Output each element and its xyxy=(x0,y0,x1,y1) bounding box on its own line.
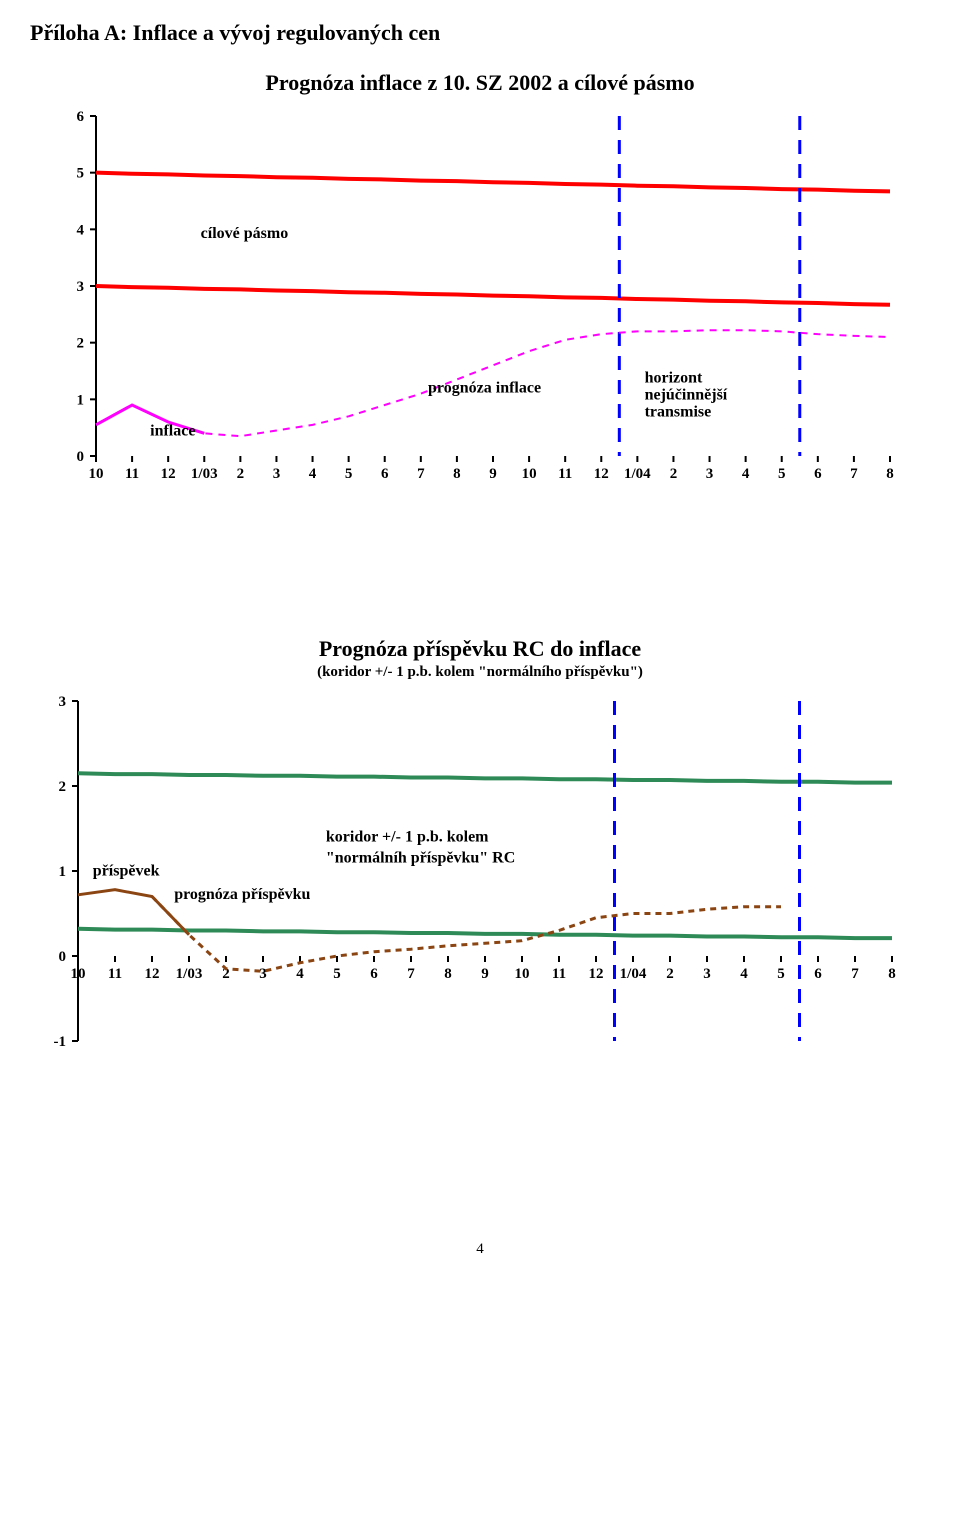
svg-text:11: 11 xyxy=(558,466,572,482)
svg-text:5: 5 xyxy=(333,966,341,982)
svg-text:0: 0 xyxy=(59,949,67,965)
svg-text:12: 12 xyxy=(589,966,604,982)
svg-text:3: 3 xyxy=(706,466,714,482)
svg-text:5: 5 xyxy=(777,966,785,982)
svg-text:3: 3 xyxy=(59,694,67,710)
svg-text:příspěvek: příspěvek xyxy=(93,862,160,879)
svg-text:6: 6 xyxy=(814,966,822,982)
svg-text:koridor +/- 1 p.b. kolem: koridor +/- 1 p.b. kolem xyxy=(326,828,489,845)
svg-text:2: 2 xyxy=(77,336,85,352)
svg-text:7: 7 xyxy=(851,966,859,982)
svg-text:4: 4 xyxy=(296,966,304,982)
page-number: 4 xyxy=(30,1241,930,1258)
svg-text:6: 6 xyxy=(77,109,85,125)
svg-text:2: 2 xyxy=(666,966,674,982)
svg-text:3: 3 xyxy=(273,466,281,482)
svg-text:3: 3 xyxy=(259,966,267,982)
svg-text:12: 12 xyxy=(145,966,160,982)
svg-text:3: 3 xyxy=(77,279,85,295)
svg-text:-1: -1 xyxy=(54,1034,67,1050)
svg-text:1: 1 xyxy=(77,392,85,408)
svg-text:8: 8 xyxy=(444,966,452,982)
svg-text:10: 10 xyxy=(515,966,530,982)
chart-1: Prognóza inflace z 10. SZ 2002 a cílové … xyxy=(30,70,930,516)
chart-2-title: Prognóza příspěvku RC do inflace xyxy=(30,636,930,662)
chart-1-svg: 01234561011121/03234567891011121/0423456… xyxy=(30,96,910,516)
svg-text:cílové pásmo: cílové pásmo xyxy=(201,225,289,242)
svg-text:5: 5 xyxy=(77,166,85,182)
svg-text:11: 11 xyxy=(125,466,139,482)
svg-text:8: 8 xyxy=(888,966,896,982)
svg-text:11: 11 xyxy=(108,966,122,982)
svg-text:1/03: 1/03 xyxy=(191,466,218,482)
svg-text:2: 2 xyxy=(670,466,678,482)
svg-text:10: 10 xyxy=(71,966,86,982)
svg-text:12: 12 xyxy=(161,466,176,482)
svg-text:7: 7 xyxy=(417,466,425,482)
svg-text:4: 4 xyxy=(740,966,748,982)
svg-text:1/04: 1/04 xyxy=(620,966,647,982)
svg-text:0: 0 xyxy=(77,449,85,465)
svg-text:prognóza inflace: prognóza inflace xyxy=(428,380,541,397)
svg-text:8: 8 xyxy=(886,466,894,482)
svg-text:prognóza příspěvku: prognóza příspěvku xyxy=(174,886,310,903)
svg-text:10: 10 xyxy=(522,466,537,482)
svg-text:10: 10 xyxy=(89,466,104,482)
svg-text:1/04: 1/04 xyxy=(624,466,651,482)
svg-text:4: 4 xyxy=(77,222,85,238)
svg-text:6: 6 xyxy=(814,466,822,482)
svg-text:11: 11 xyxy=(552,966,566,982)
svg-text:1: 1 xyxy=(59,864,67,880)
svg-text:4: 4 xyxy=(309,466,317,482)
svg-text:7: 7 xyxy=(407,966,415,982)
svg-text:4: 4 xyxy=(742,466,750,482)
svg-text:5: 5 xyxy=(778,466,786,482)
svg-text:8: 8 xyxy=(453,466,461,482)
page-title: Příloha A: Inflace a vývoj regulovaných … xyxy=(30,20,930,46)
chart-1-title: Prognóza inflace z 10. SZ 2002 a cílové … xyxy=(30,70,930,96)
svg-text:inflace: inflace xyxy=(150,423,195,440)
svg-text:5: 5 xyxy=(345,466,353,482)
svg-text:6: 6 xyxy=(381,466,389,482)
svg-text:1/03: 1/03 xyxy=(176,966,203,982)
chart-2: Prognóza příspěvku RC do inflace (korido… xyxy=(30,636,930,1121)
chart-2-subtitle: (koridor +/- 1 p.b. kolem "normálního př… xyxy=(30,664,930,681)
svg-text:horizont: horizont xyxy=(645,369,703,386)
svg-text:12: 12 xyxy=(594,466,609,482)
svg-text:9: 9 xyxy=(481,966,489,982)
svg-text:transmise: transmise xyxy=(645,403,712,420)
svg-text:2: 2 xyxy=(237,466,245,482)
svg-text:2: 2 xyxy=(59,779,67,795)
svg-text:3: 3 xyxy=(703,966,711,982)
svg-text:nejúčinnější: nejúčinnější xyxy=(645,386,728,403)
svg-text:7: 7 xyxy=(850,466,858,482)
svg-text:"normálníh příspěvku" RC: "normálníh příspěvku" RC xyxy=(326,850,515,867)
chart-2-svg: -101231011121/03234567891011121/04234567… xyxy=(30,681,910,1121)
svg-text:6: 6 xyxy=(370,966,378,982)
svg-text:9: 9 xyxy=(489,466,497,482)
